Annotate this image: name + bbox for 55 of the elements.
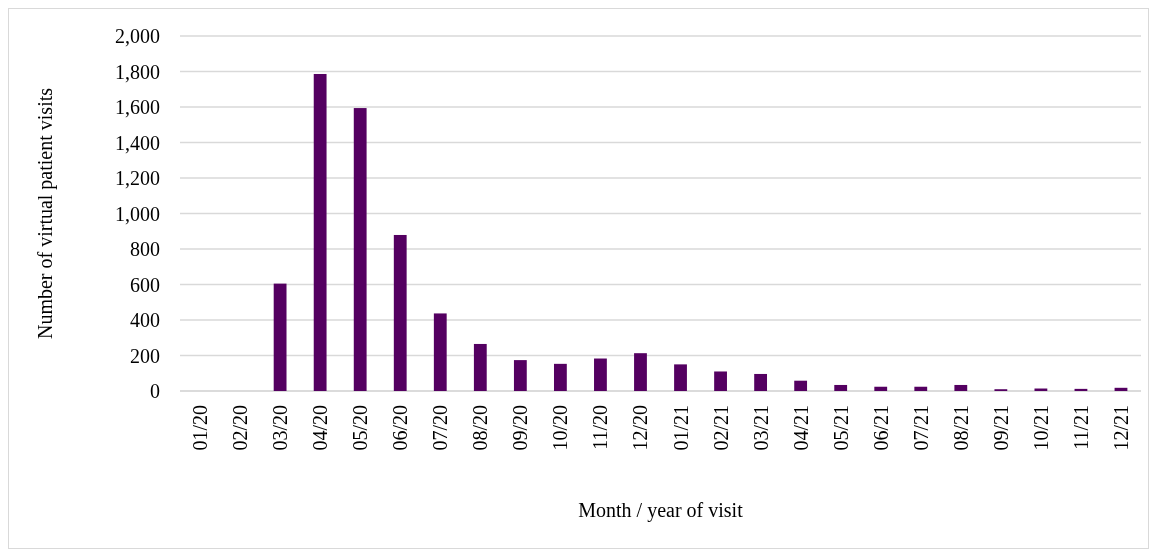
x-tick-label: 05/21	[829, 405, 852, 451]
y-tick-label: 600	[130, 273, 160, 296]
y-tick-label: 1,800	[115, 60, 160, 83]
x-tick-label: 06/21	[869, 405, 892, 451]
x-tick-label: 08/21	[949, 405, 972, 451]
x-tick-label: 06/20	[389, 405, 412, 451]
y-tick-label: 400	[130, 309, 160, 331]
x-tick-label: 12/21	[1109, 405, 1132, 451]
x-tick-label: 10/20	[549, 405, 572, 451]
bar	[674, 364, 687, 391]
x-tick-label: 01/21	[669, 405, 692, 451]
bar	[714, 371, 727, 391]
y-tick-label: 1,000	[115, 202, 160, 225]
bar	[914, 386, 928, 391]
bar	[353, 108, 367, 391]
x-tick-label: 02/21	[709, 405, 732, 451]
x-tick-label: 07/21	[909, 405, 932, 451]
y-tick-label: 1,200	[115, 167, 160, 189]
x-tick-label: 04/21	[789, 405, 812, 451]
x-tick-label: 07/20	[429, 405, 452, 451]
bar	[473, 343, 487, 391]
bar	[393, 234, 407, 391]
bar	[834, 384, 848, 391]
x-tick-label: 09/21	[989, 405, 1012, 451]
y-tick-label: 800	[130, 238, 160, 260]
y-tick-label: 1,600	[115, 96, 160, 118]
x-tick-label: 11/21	[1069, 405, 1092, 450]
bar	[794, 380, 808, 391]
bar	[433, 313, 447, 391]
bar	[273, 283, 287, 391]
y-tick-label: 1,400	[115, 131, 160, 154]
bar	[513, 360, 527, 391]
bar	[754, 373, 768, 391]
x-tick-label: 11/20	[589, 405, 612, 450]
bar	[594, 358, 607, 391]
x-axis-title: Month / year of visit	[578, 499, 744, 522]
y-axis-title: Number of virtual patient visits	[34, 87, 57, 340]
x-tick-label: 08/20	[469, 405, 492, 451]
y-tick-label: 0	[150, 380, 160, 402]
x-tick-label: 03/21	[749, 405, 772, 451]
bar	[553, 363, 567, 391]
x-tick-label: 01/20	[189, 405, 212, 451]
x-tick-label: 12/20	[629, 405, 652, 451]
bar	[874, 386, 888, 391]
x-tick-label: 03/20	[269, 405, 292, 451]
x-tick-label: 04/20	[309, 405, 332, 451]
y-tick-label: 2,000	[115, 25, 160, 47]
bar	[954, 384, 968, 391]
x-tick-label: 10/21	[1029, 405, 1052, 451]
x-tick-label: 09/20	[509, 405, 532, 451]
x-tick-label: 02/20	[229, 405, 252, 451]
x-tick-label: 05/20	[349, 405, 372, 451]
bar	[313, 73, 327, 391]
bar	[634, 353, 647, 391]
y-tick-label: 200	[130, 344, 160, 367]
